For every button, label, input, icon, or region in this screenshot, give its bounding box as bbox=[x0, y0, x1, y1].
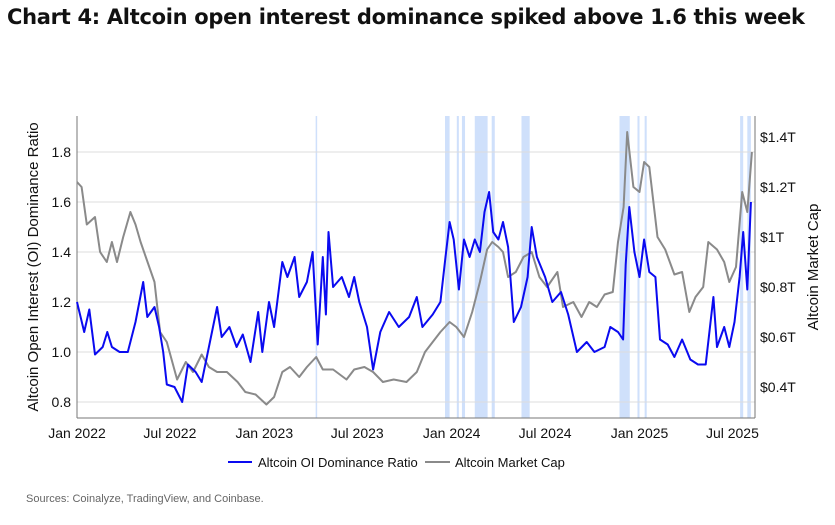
chart-title: Chart 4: Altcoin open interest dominance… bbox=[7, 5, 805, 29]
x-tick-label: Jul 2025 bbox=[706, 425, 759, 441]
market-cap-line bbox=[76, 131, 753, 406]
highlight-band bbox=[444, 116, 450, 418]
y-axis-label: Altcoin Open Interest (OI) Dominance Rat… bbox=[25, 122, 42, 411]
x-tick-label: Jan 2025 bbox=[611, 425, 669, 441]
y2-axis-label: Altcoin Market Cap bbox=[805, 204, 822, 331]
highlight-band bbox=[474, 116, 488, 418]
y-tick-label: 0.8 bbox=[52, 394, 72, 410]
highlight-band bbox=[637, 116, 640, 418]
highlight-band bbox=[521, 116, 530, 418]
legend-label-market-cap: Altcoin Market Cap bbox=[455, 455, 565, 470]
highlight-band bbox=[740, 116, 744, 418]
source-note: Sources: Coinalyze, TradingView, and Coi… bbox=[26, 493, 264, 505]
y2-tick-label: $1T bbox=[760, 229, 785, 245]
y2-tick-label: $0.8T bbox=[760, 279, 796, 295]
x-tick-label: Jan 2024 bbox=[423, 425, 481, 441]
highlight-band bbox=[644, 116, 647, 418]
legend-label-oi: Altcoin OI Dominance Ratio bbox=[258, 455, 418, 470]
y-tick-label: 1.2 bbox=[52, 294, 72, 310]
x-tick-label: Jul 2023 bbox=[331, 425, 384, 441]
y-tick-label: 1.0 bbox=[52, 344, 72, 360]
oi-dominance-line bbox=[76, 191, 752, 403]
x-tick-label: Jul 2024 bbox=[519, 425, 572, 441]
highlight-band bbox=[315, 116, 318, 418]
y-tick-label: 1.4 bbox=[52, 244, 72, 260]
y2-tick-label: $1.4T bbox=[760, 129, 796, 145]
x-tick-label: Jul 2022 bbox=[143, 425, 196, 441]
highlight-band bbox=[461, 116, 466, 418]
highlight-band bbox=[456, 116, 459, 418]
y2-tick-label: $0.4T bbox=[760, 379, 796, 395]
x-tick-label: Jan 2022 bbox=[48, 425, 106, 441]
y2-tick-label: $1.2T bbox=[760, 179, 796, 195]
highlight-band bbox=[491, 116, 495, 418]
x-tick-label: Jan 2023 bbox=[236, 425, 294, 441]
y-tick-label: 1.6 bbox=[52, 194, 72, 210]
y-tick-label: 1.8 bbox=[52, 144, 72, 160]
y2-tick-label: $0.6T bbox=[760, 329, 796, 345]
